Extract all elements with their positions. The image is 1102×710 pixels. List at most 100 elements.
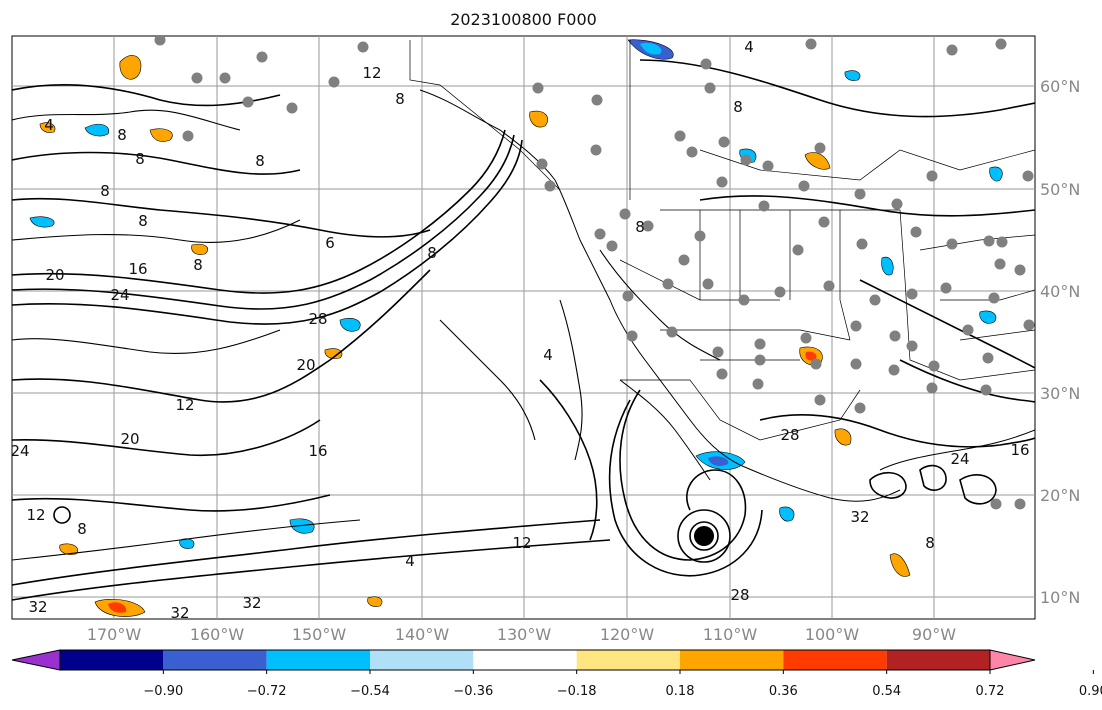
contour-label: 16 <box>128 260 147 278</box>
fill-patches <box>29 39 1003 617</box>
fill-patch <box>119 55 142 80</box>
station-dot <box>606 240 618 252</box>
contour-label: 8 <box>138 212 148 230</box>
contour-label: 24 <box>950 450 969 468</box>
station-dot <box>996 236 1008 248</box>
station-dot <box>762 160 774 172</box>
latitude-label: 30°N <box>1040 384 1080 403</box>
fill-patch <box>889 553 911 577</box>
fill-patch <box>805 351 817 361</box>
contour-label: 16 <box>308 442 327 460</box>
colorbar-tick-label: 0.18 <box>666 684 695 699</box>
colorbar-extend-high <box>989 649 1036 671</box>
contour-label: 32 <box>170 604 189 622</box>
fill-patch <box>149 128 173 142</box>
station-dot <box>990 498 1002 510</box>
station-dot <box>810 358 822 370</box>
station-dot <box>946 44 958 56</box>
latitude-label: 20°N <box>1040 486 1080 505</box>
colorbar-tick-labels: −0.90 −0.72 −0.54 −0.36 −0.18 0.18 0.36 0.54 0.7… <box>143 670 1102 699</box>
colorbar-tick-label: −0.18 <box>557 684 597 699</box>
colorbar-tick-label: −0.72 <box>247 684 287 699</box>
colorbar-segment <box>783 650 887 670</box>
station-dot <box>678 254 690 266</box>
fill-patch <box>844 70 861 81</box>
contour-label: 4 <box>744 38 754 56</box>
station-dot <box>774 286 786 298</box>
contour-label: 8 <box>193 256 203 274</box>
contour-label: 6 <box>325 234 335 252</box>
station-dot <box>994 258 1006 270</box>
colorbar-tick-label: −0.90 <box>143 684 183 699</box>
station-dot <box>1014 264 1026 276</box>
station-dot <box>982 352 994 364</box>
station-dot <box>792 244 804 256</box>
contour-label: 20 <box>120 430 139 448</box>
fill-patch <box>191 243 209 255</box>
station-dot <box>716 176 728 188</box>
station-dot <box>910 226 922 238</box>
station-dot <box>854 188 866 200</box>
contour-label: 24 <box>110 286 129 304</box>
contour-label: 8 <box>100 182 110 200</box>
station-dot <box>702 278 714 290</box>
station-dot <box>926 382 938 394</box>
colorbar-segment <box>680 650 784 670</box>
fill-patch <box>779 506 795 522</box>
station-markers <box>154 36 1035 510</box>
contour-label: 8 <box>77 520 87 538</box>
longitude-label: 130°W <box>497 625 552 644</box>
station-dot <box>704 82 716 94</box>
station-dot <box>814 394 826 406</box>
station-dot <box>891 198 903 210</box>
contour-label: 20 <box>296 356 315 374</box>
station-dot <box>686 146 698 158</box>
station-dot <box>988 292 1000 304</box>
contour-label: 32 <box>850 508 869 526</box>
station-dot <box>980 384 992 396</box>
longitude-label: 120°W <box>600 625 655 644</box>
station-dot <box>805 38 817 50</box>
political-boundaries <box>409 40 1035 441</box>
longitude-label: 140°W <box>395 625 450 644</box>
fill-patch <box>84 123 110 137</box>
station-dot <box>926 170 938 182</box>
station-dot <box>1022 170 1034 182</box>
contour-label: 20 <box>45 266 64 284</box>
graticule <box>12 36 1035 619</box>
station-dot <box>1023 319 1035 331</box>
station-dot <box>716 368 728 380</box>
contour-label: 8 <box>925 534 935 552</box>
fill-patch <box>989 166 1003 182</box>
station-dot <box>962 324 974 336</box>
contour-label: 4 <box>543 346 553 364</box>
station-dot <box>889 330 901 342</box>
latitude-label: 40°N <box>1040 282 1080 301</box>
colorbar-tick-label: −0.54 <box>350 684 390 699</box>
longitude-label: 150°W <box>292 625 347 644</box>
fill-patch <box>834 428 852 446</box>
station-dot <box>718 136 730 148</box>
longitude-label: 170°W <box>87 625 142 644</box>
station-dot <box>906 340 918 352</box>
colorbar-segment <box>473 650 577 670</box>
contour-label: 28 <box>308 310 327 328</box>
contours <box>12 59 1035 601</box>
colorbar <box>11 649 1036 671</box>
contour-label: 28 <box>730 586 749 604</box>
station-dot <box>242 96 254 108</box>
station-dot <box>906 288 918 300</box>
longitude-label: 90°W <box>912 625 956 644</box>
station-dot <box>619 208 631 220</box>
station-dot <box>1014 498 1026 510</box>
station-dot <box>754 354 766 366</box>
station-dot <box>357 41 369 53</box>
station-dot <box>191 72 203 84</box>
station-dot <box>946 238 958 250</box>
station-dot <box>532 82 544 94</box>
contour-label: 32 <box>242 594 261 612</box>
station-dot <box>536 158 548 170</box>
low-center-marker <box>694 526 714 546</box>
